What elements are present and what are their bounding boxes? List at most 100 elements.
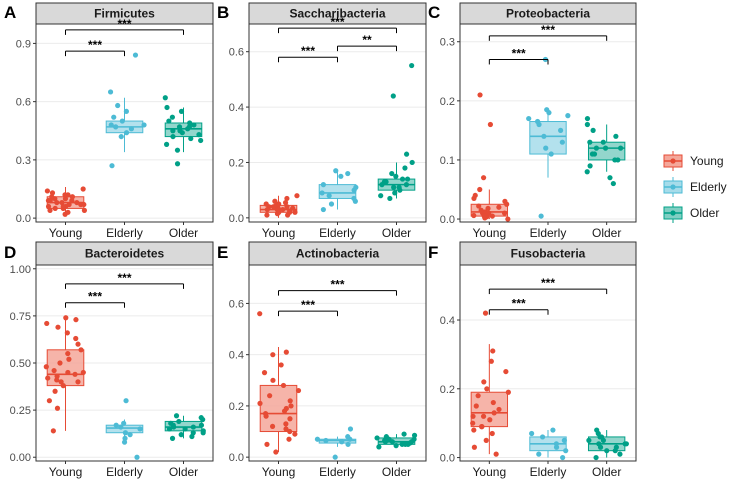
data-point-young (43, 364, 49, 370)
data-point-young (476, 203, 482, 209)
data-point-young (480, 413, 487, 419)
data-point-young (51, 367, 57, 374)
x-tick-label: Older (382, 226, 411, 240)
y-tick-label: 0.9 (16, 38, 31, 50)
data-point-young (294, 193, 300, 199)
data-point-older (403, 182, 410, 188)
data-point-older (382, 439, 389, 445)
data-point-elderly (119, 118, 125, 124)
data-point-young (483, 437, 489, 443)
data-point-young (60, 383, 66, 389)
data-point-young (490, 348, 496, 354)
data-point-elderly (548, 151, 554, 157)
data-point-older (393, 443, 399, 449)
data-point-older (376, 444, 382, 450)
data-point-older (387, 195, 393, 202)
panel-letter: B (217, 3, 229, 22)
data-point-older (617, 451, 623, 457)
significance-label: *** (541, 276, 555, 290)
data-point-young (65, 209, 71, 215)
data-point-elderly (132, 52, 139, 58)
legend-point (670, 158, 676, 164)
data-point-older (176, 124, 183, 130)
data-point-older (607, 175, 613, 181)
data-point-elderly (560, 454, 566, 461)
data-point-young (273, 449, 279, 455)
data-point-elderly (121, 420, 127, 426)
y-tick-label: 0.4 (229, 350, 244, 362)
data-point-elderly (544, 107, 550, 113)
data-point-young (264, 441, 270, 447)
panel-border (248, 264, 427, 462)
data-point-older (593, 454, 599, 461)
data-point-young (471, 212, 477, 219)
data-point-older (178, 108, 185, 114)
data-point-young (470, 413, 476, 419)
data-point-young (73, 335, 79, 342)
data-point-older (166, 118, 172, 124)
data-point-young (64, 330, 70, 336)
data-point-young (292, 209, 298, 215)
data-point-older (600, 139, 606, 145)
data-point-older (396, 184, 402, 190)
data-point-elderly (534, 118, 541, 125)
data-point-elderly (526, 115, 532, 122)
panel-title: Firmicutes (94, 7, 155, 21)
data-point-older (190, 424, 196, 430)
data-point-elderly (543, 145, 549, 151)
data-point-older (169, 114, 175, 120)
y-tick-label: 0.25 (10, 405, 31, 417)
y-tick-label: 0.4 (440, 315, 455, 327)
data-point-young (490, 399, 496, 406)
panel-firmicutes: Firmicutes A 0.0 0.3 0.6 0.9 Young Elderly Older… (4, 2, 214, 240)
data-point-elderly (539, 434, 546, 440)
y-tick-label: 0.0 (229, 213, 244, 225)
data-point-older (586, 437, 592, 443)
data-point-older (163, 141, 170, 147)
y-tick-label: 0.1 (440, 155, 455, 167)
data-point-older (188, 135, 194, 142)
data-point-elderly (326, 193, 332, 199)
significance-label: *** (330, 15, 344, 29)
data-point-young (501, 210, 508, 216)
data-point-older (187, 120, 193, 126)
significance-label: *** (512, 297, 526, 311)
significance-label: *** (88, 290, 102, 304)
significance-bracket: *** (278, 298, 338, 317)
legend-label: Elderly (690, 180, 727, 194)
data-point-elderly (108, 122, 114, 128)
significance-bracket: *** (488, 276, 608, 295)
data-point-young (69, 194, 76, 200)
data-point-older (174, 161, 181, 167)
data-point-elderly (123, 108, 129, 114)
data-point-older (162, 95, 168, 101)
significance-bracket: *** (488, 46, 549, 65)
data-point-young (283, 426, 289, 432)
data-point-older (186, 124, 193, 130)
x-tick-label: Elderly (106, 226, 143, 240)
x-tick-label: Elderly (106, 465, 143, 479)
x-tick-label: Elderly (319, 465, 356, 479)
data-point-elderly (333, 168, 339, 174)
data-point-older (174, 147, 181, 153)
y-tick-label: 0.3 (440, 37, 455, 49)
data-point-young (75, 379, 81, 385)
data-point-young (81, 207, 88, 213)
data-point-older (402, 165, 408, 171)
significance-label: *** (301, 298, 315, 312)
data-point-young (60, 203, 66, 210)
y-tick-label: 0.2 (440, 384, 455, 396)
data-point-elderly (122, 435, 128, 441)
significance-label: *** (512, 46, 526, 60)
y-tick-label: 0.0 (229, 452, 244, 464)
significance-bracket: *** (65, 290, 125, 308)
data-point-young (505, 216, 511, 222)
data-point-young (487, 121, 493, 128)
y-tick-label: 0.0 (16, 213, 31, 225)
data-point-young (284, 204, 290, 210)
significance-bracket: *** (488, 297, 549, 315)
data-point-older (618, 145, 624, 151)
data-point-young (502, 198, 508, 204)
data-point-elderly (538, 213, 544, 219)
data-point-young (276, 201, 282, 207)
